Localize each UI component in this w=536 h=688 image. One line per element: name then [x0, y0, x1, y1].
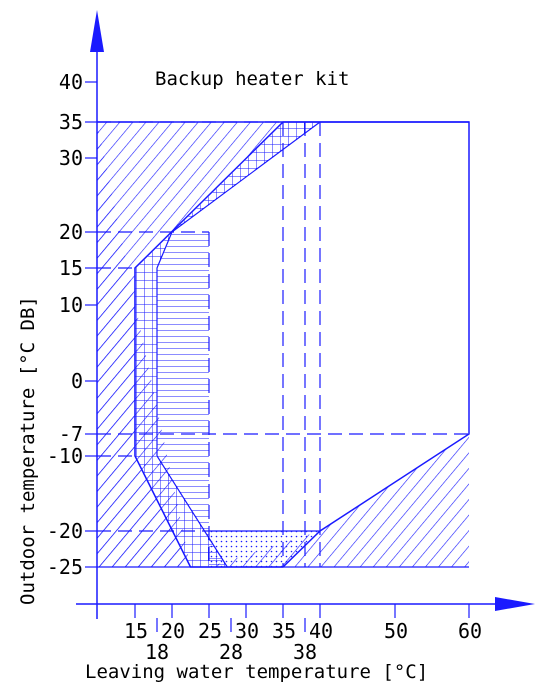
y-axis-title: Outdoor temperature [°C DB]: [17, 296, 39, 605]
y-axis-arrow-icon: [90, 10, 104, 52]
inner-boundary-diagonal: [171, 121, 321, 233]
x-tick-label-1: 20: [161, 619, 185, 643]
y-tick-label-8: -10: [47, 444, 83, 468]
y-tick-label-5: 10: [59, 293, 83, 317]
y-tick-label-10: -25: [47, 555, 83, 579]
x-tick-label-2: 25: [198, 619, 222, 643]
y-tick-label-1: 35: [59, 110, 83, 134]
y-tick-label-6: 0: [71, 369, 83, 393]
y-tick-label-2: 30: [59, 146, 83, 170]
x-tick-label-7: 60: [458, 619, 482, 643]
x-tick-label-6: 50: [384, 619, 408, 643]
y-tick-label-7: -7: [59, 422, 83, 446]
y-tick-label-3: 20: [59, 220, 83, 244]
y-tick-label-9: -20: [47, 519, 83, 543]
x-tick-label-4: 35: [272, 619, 296, 643]
x-tick-label-3: 30: [235, 619, 259, 643]
x-tick-label-lower-2: 38: [293, 640, 317, 664]
x-tick-label-0: 15: [124, 619, 148, 643]
region-diagonal-0: [97, 122, 320, 567]
dashed-guide-lines: [97, 121, 469, 567]
x-axis-arrow-icon: [495, 597, 535, 611]
y-tick-label-0: 40: [59, 70, 83, 94]
inner-boundary-right: [156, 231, 228, 568]
x-tick-label-lower-0: 18: [145, 640, 169, 664]
chart-title: Backup heater kit: [155, 68, 349, 90]
x-tick-label-5: 40: [309, 619, 333, 643]
x-axis-title: Leaving water temperature [°C]: [85, 661, 428, 683]
inner-boundary-left: [134, 268, 192, 568]
y-tick-label-4: 15: [59, 256, 83, 280]
tick-labels: 40 35 30 20 15 10 0 -7-10 -20 -25 15 20 25 30 35 40 50 60…: [47, 70, 482, 664]
axes: [76, 10, 535, 619]
region-diagonal-5: [209, 434, 469, 567]
x-tick-label-lower-1: 28: [219, 640, 243, 664]
